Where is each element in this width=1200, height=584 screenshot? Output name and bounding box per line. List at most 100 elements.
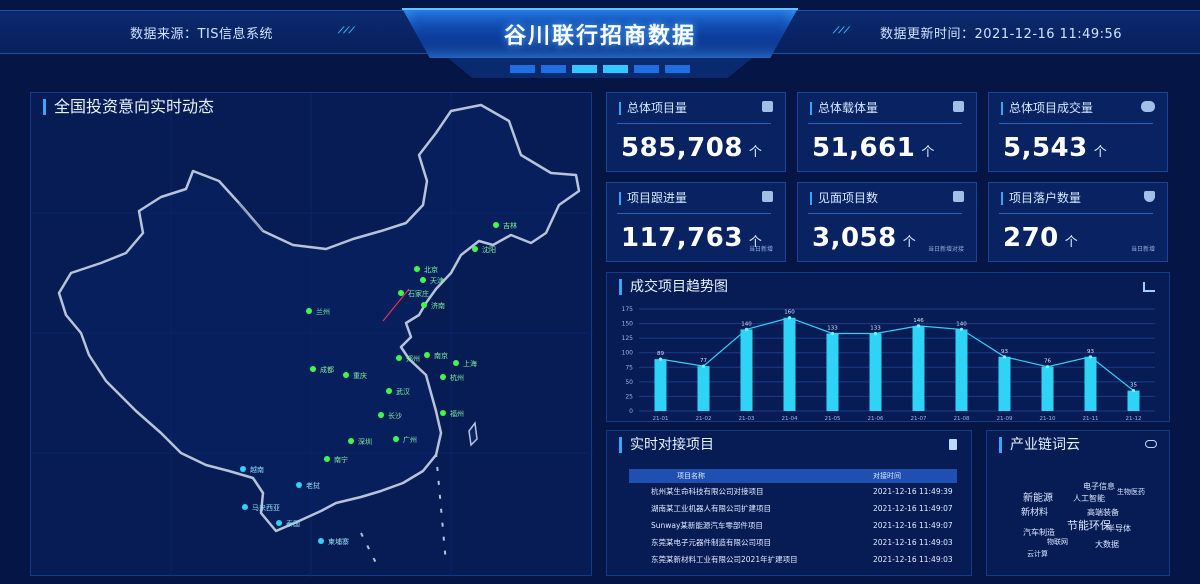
- city-marker[interactable]: 福州: [440, 409, 464, 418]
- project-time: 2021-12-16 11:49:39: [873, 487, 953, 496]
- cloud-word[interactable]: 电子信息: [1083, 482, 1115, 491]
- title-ticks: [510, 65, 690, 73]
- chart-bar[interactable]: [912, 325, 925, 411]
- y-tick-label: 50: [625, 379, 633, 386]
- city-marker[interactable]: 马来西亚: [242, 504, 280, 512]
- city-marker[interactable]: 泰国: [276, 519, 300, 528]
- chart-bar[interactable]: [783, 317, 796, 411]
- briefcase-icon: [953, 191, 964, 202]
- city-label: 石家庄: [408, 289, 429, 298]
- cloud-icon[interactable]: [1145, 440, 1157, 448]
- table-row[interactable]: 东莞某电子元器件制造有限公司项目 2021-12-16 11:49:03: [629, 534, 957, 551]
- city-marker[interactable]: 北京: [414, 265, 438, 274]
- table-row[interactable]: Sunway某新能源汽车零部件项目 2021-12-16 11:49:07: [629, 517, 957, 534]
- bar-value-label: 35: [1130, 383, 1137, 389]
- stat-value: 270: [1003, 223, 1059, 253]
- city-marker[interactable]: 郑州: [396, 355, 420, 363]
- cloud-word[interactable]: 汽车制造: [1023, 528, 1055, 537]
- city-marker[interactable]: 济南: [421, 301, 445, 310]
- y-tick-label: 125: [622, 335, 634, 342]
- trend-point: [744, 327, 749, 331]
- city-marker[interactable]: 石家庄: [398, 289, 429, 298]
- city-label: 郑州: [406, 355, 420, 363]
- trend-chart[interactable]: 0 25 50 75 100 125 150 175 89 21-01 77 21-02 140 21-0…: [607, 273, 1171, 423]
- project-name: 杭州某生命科技有限公司对接项目: [651, 487, 764, 496]
- city-marker[interactable]: 广州: [393, 435, 417, 444]
- clipboard-icon[interactable]: [949, 439, 957, 450]
- x-tick-label: 21-07: [911, 416, 927, 422]
- city-label: 杭州: [450, 373, 464, 382]
- cloud-word[interactable]: 半导体: [1107, 524, 1131, 533]
- city-marker[interactable]: 沈阳: [472, 245, 496, 254]
- project-time: 2021-12-16 11:49:07: [873, 504, 953, 513]
- x-tick-label: 21-01: [653, 416, 669, 422]
- table-row[interactable]: 东莞某新材料工业有限公司2021年扩建项目 2021-12-16 11:49:03: [629, 551, 957, 568]
- city-marker[interactable]: 成都: [310, 365, 334, 374]
- city-marker[interactable]: 长沙: [378, 411, 402, 420]
- city-marker[interactable]: 南宁: [324, 455, 348, 464]
- table-row[interactable]: 杭州某生命科技有限公司对接项目 2021-12-16 11:49:39: [629, 483, 957, 500]
- chart-bar[interactable]: [1084, 356, 1097, 411]
- cloud-word[interactable]: 云计算: [1027, 550, 1048, 558]
- cloud-word[interactable]: 新材料: [1021, 508, 1049, 518]
- stat-card-meetings[interactable]: 见面项目数 3,058 个 当日新增对接: [797, 182, 977, 262]
- chart-icon[interactable]: [1143, 282, 1155, 292]
- stat-card-total-carriers[interactable]: 总体载体量 51,661 个: [797, 92, 977, 172]
- city-marker[interactable]: 重庆: [343, 371, 367, 380]
- city-marker[interactable]: 上海: [453, 359, 477, 368]
- chart-bar[interactable]: [1041, 366, 1054, 411]
- column-header[interactable]: 对接时间: [873, 472, 901, 480]
- card-divider: [617, 123, 771, 124]
- table-row[interactable]: 湖南某工业机器人有限公司扩建项目 2021-12-16 11:49:07: [629, 500, 957, 517]
- city-marker[interactable]: 兰州: [306, 307, 330, 316]
- cloud-word[interactable]: 人工智能: [1073, 494, 1105, 503]
- chart-bar[interactable]: [740, 329, 753, 411]
- city-marker[interactable]: 深圳: [348, 437, 372, 446]
- city-marker[interactable]: 吉林: [493, 221, 517, 230]
- chart-bar[interactable]: [654, 359, 667, 411]
- dashboard-header: 数据来源：TIS信息系统 ⟋⟋⟋ ⟋⟋⟋ 数据更新时间：2021-12-16 1…: [0, 0, 1200, 86]
- city-marker[interactable]: 杭州: [440, 373, 464, 382]
- stat-value-wrap: 117,763 个: [621, 223, 762, 253]
- bar-value-label: 93: [1001, 349, 1008, 355]
- chart-bar[interactable]: [869, 333, 882, 411]
- page-title: 谷川联行招商数据: [503, 24, 696, 49]
- city-label: 深圳: [358, 437, 372, 446]
- stat-unit: 个: [748, 145, 763, 160]
- cloud-word[interactable]: 物联网: [1047, 538, 1068, 546]
- cloud-word[interactable]: 大数据: [1095, 540, 1119, 549]
- column-header[interactable]: 项目名称: [677, 472, 705, 480]
- cloud-word[interactable]: 生物医药: [1117, 488, 1145, 496]
- chart-bar[interactable]: [1127, 390, 1140, 411]
- bar-value-label: 76: [1044, 359, 1051, 365]
- title-underplate: [448, 58, 752, 78]
- city-marker[interactable]: 越南: [240, 465, 264, 474]
- flow-line: [382, 288, 410, 322]
- city-label: 南京: [434, 351, 448, 360]
- stat-card-followups[interactable]: 项目跟进量 117,763 个 当日新增: [606, 182, 786, 262]
- cloud-word[interactable]: 节能环保: [1067, 519, 1111, 532]
- stat-card-total-projects[interactable]: 总体项目量 585,708 个: [606, 92, 786, 172]
- city-marker[interactable]: 武汉: [386, 387, 410, 396]
- update-time-label: 数据更新时间：2021-12-16 11:49:56: [880, 27, 1123, 42]
- country-outline: [57, 103, 581, 533]
- x-tick-label: 21-11: [1083, 416, 1099, 422]
- trend-point: [916, 324, 921, 328]
- chart-bar[interactable]: [697, 366, 710, 411]
- chart-bar[interactable]: [998, 356, 1011, 411]
- stat-value: 5,543: [1003, 133, 1088, 163]
- stat-card-total-deals[interactable]: 总体项目成交量 5,543 个: [988, 92, 1168, 172]
- city-marker[interactable]: 天津: [420, 277, 444, 285]
- stat-value: 117,763: [621, 223, 743, 253]
- stat-label: 总体项目量: [619, 102, 687, 115]
- cloud-word[interactable]: 高端装备: [1087, 508, 1119, 517]
- table-header: 项目名称 对接时间: [629, 469, 957, 483]
- city-marker[interactable]: 柬埔寨: [318, 537, 349, 546]
- stat-card-settled[interactable]: 项目落户数量 270 个 当日新增: [988, 182, 1168, 262]
- city-marker[interactable]: 南京: [424, 351, 448, 360]
- city-marker[interactable]: 老挝: [296, 481, 320, 490]
- chart-bar[interactable]: [955, 329, 968, 411]
- cloud-word[interactable]: 新能源: [1023, 493, 1053, 504]
- chart-bar[interactable]: [826, 333, 839, 411]
- china-map[interactable]: 吉林 沈阳 北京 天津 石家庄 济南 兰州 郑州 南京 上海 成都 重庆 武汉 …: [31, 93, 593, 577]
